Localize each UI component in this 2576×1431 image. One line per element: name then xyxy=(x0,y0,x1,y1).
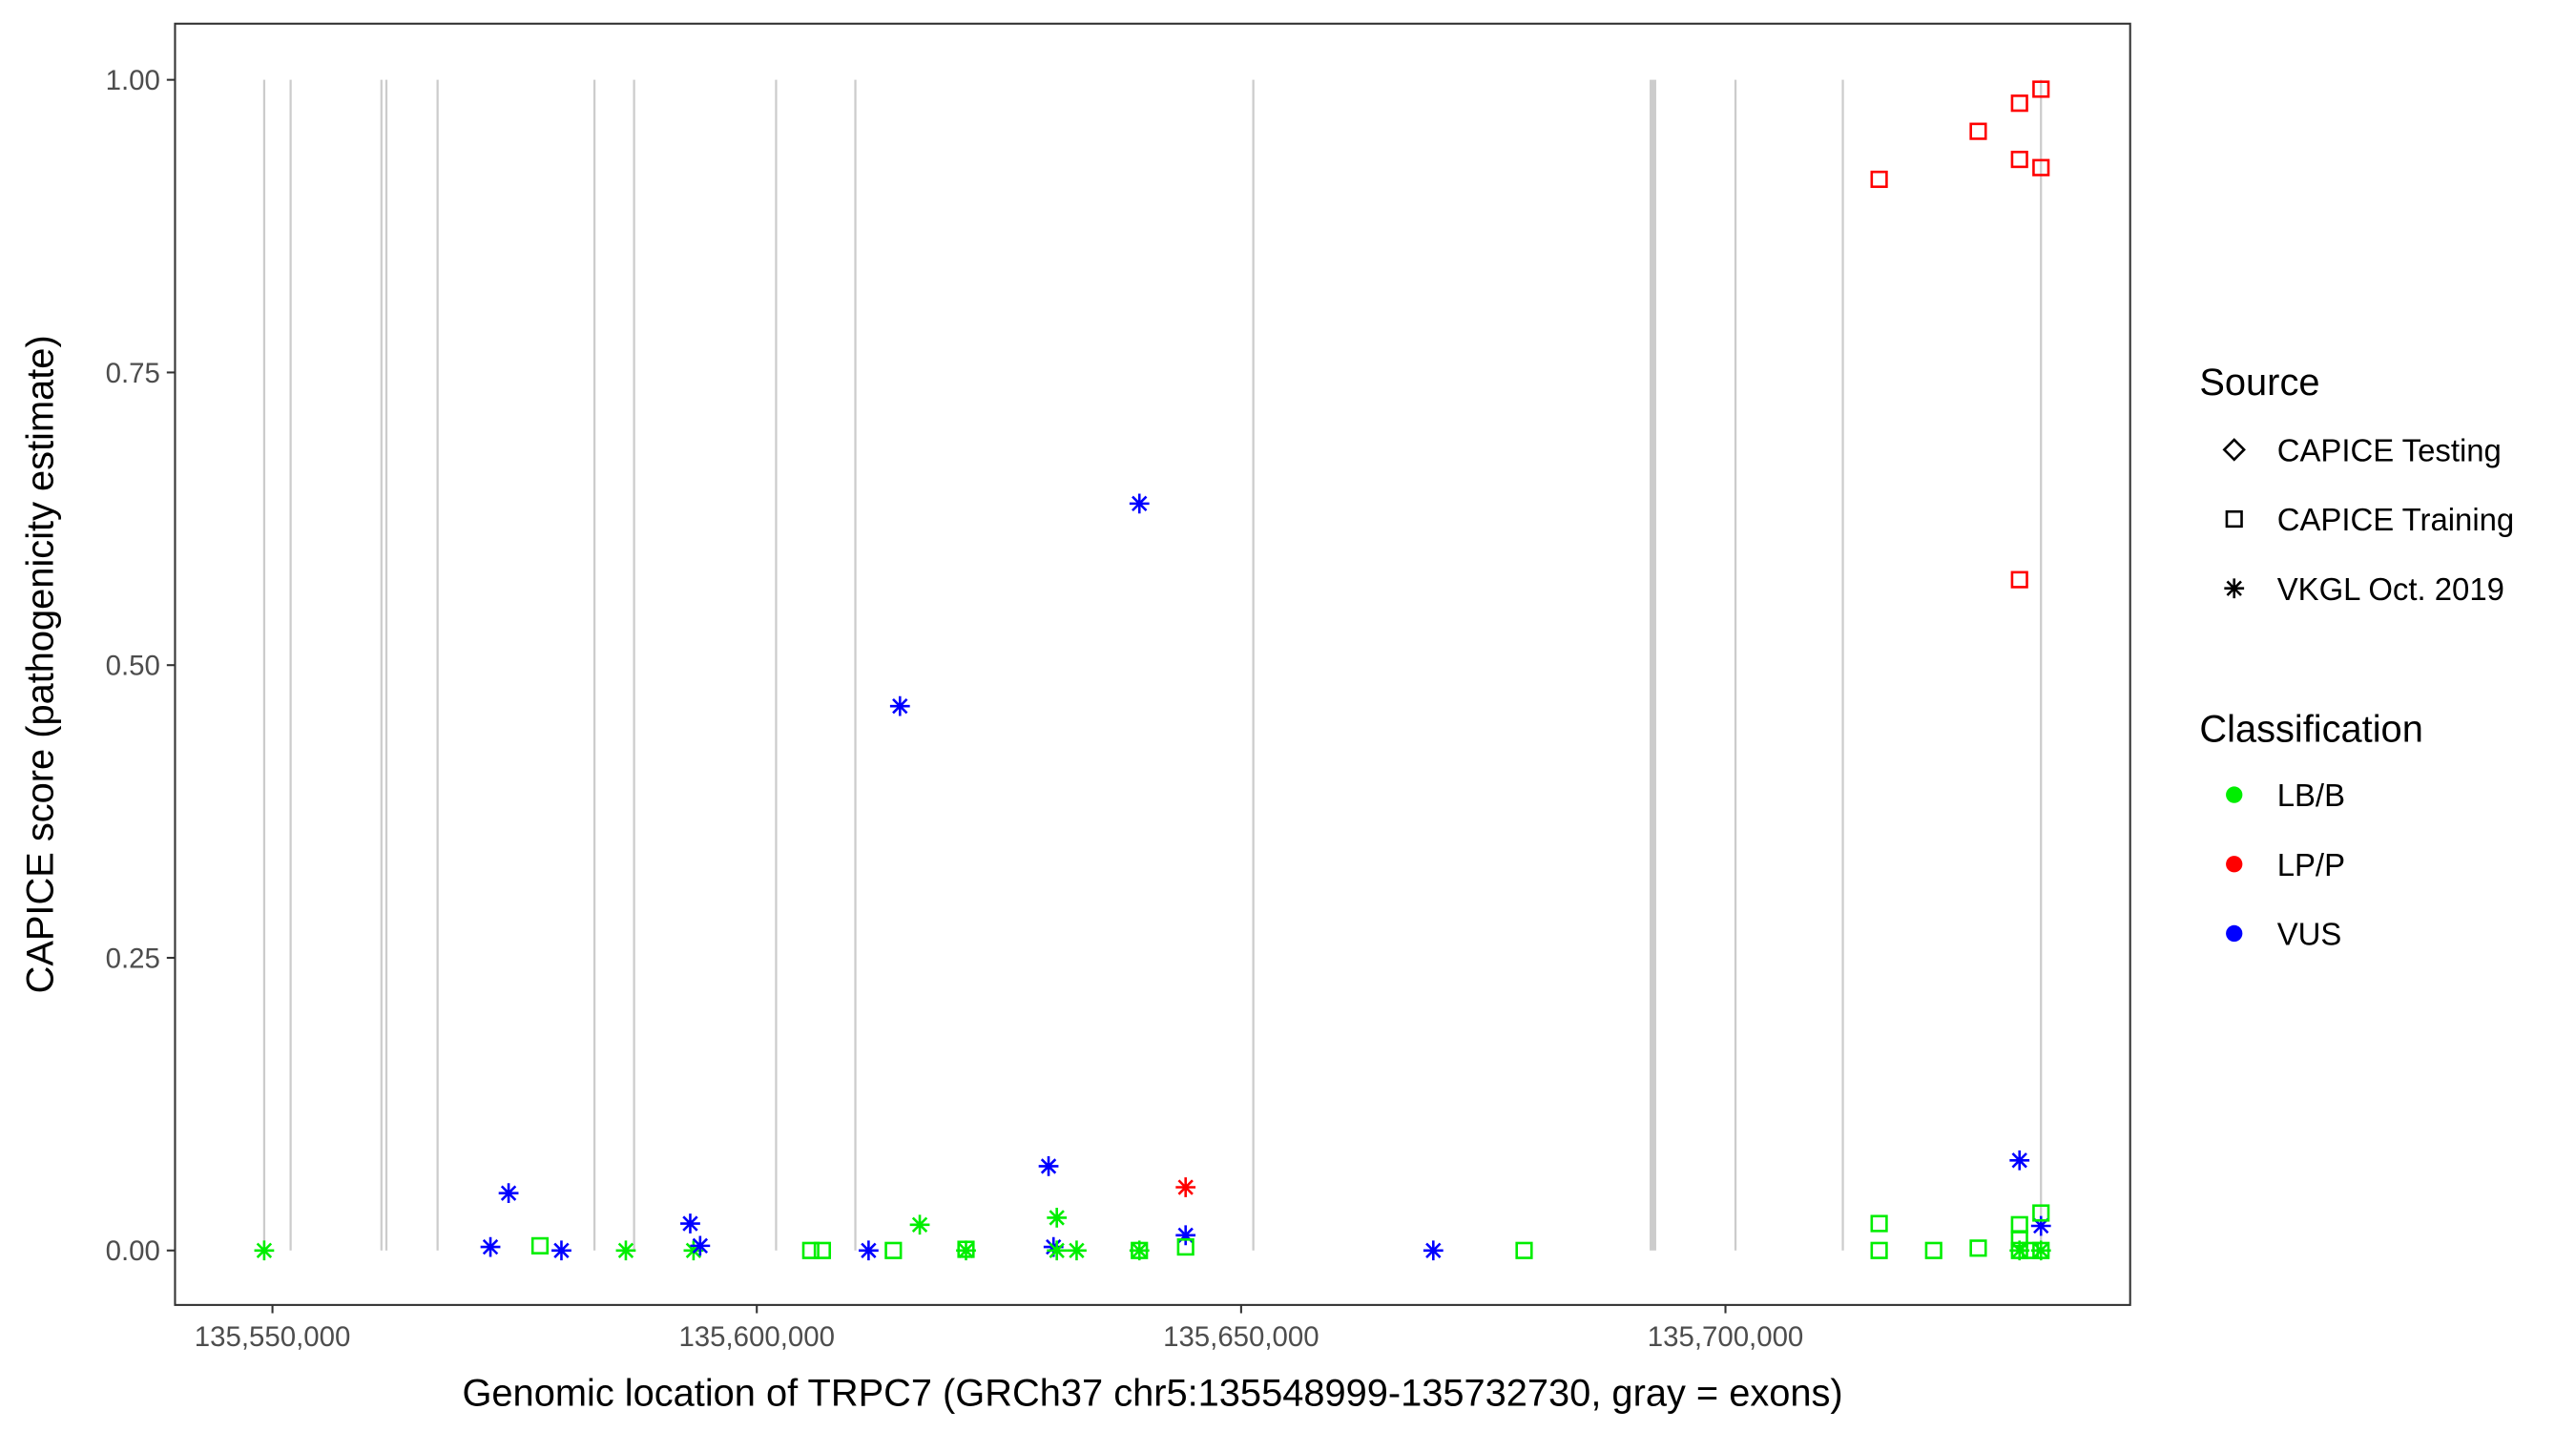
asterisk-point-lbb xyxy=(909,1214,930,1235)
y-tick-label: 0.50 xyxy=(106,651,160,682)
legend-source-label: CAPICE Training xyxy=(2277,502,2515,537)
square-point-lbb xyxy=(2010,1215,2028,1234)
asterisk-point-vus xyxy=(889,695,910,716)
x-tick-label: 135,650,000 xyxy=(1163,1321,1319,1353)
asterisk-point-lbb xyxy=(1047,1208,1068,1228)
asterisk-point-vus xyxy=(1175,1225,1196,1246)
asterisk-point-lbb xyxy=(1129,1240,1150,1261)
legend-class-label: LB/B xyxy=(2277,778,2345,813)
asterisk-point-vus xyxy=(498,1183,519,1204)
asterisk-point-lbb xyxy=(956,1240,976,1261)
square-point-lbb xyxy=(1515,1241,1533,1259)
square-point-lbb xyxy=(884,1241,903,1259)
legend: Source Classification CAPICE Testing CAPI… xyxy=(2199,362,2514,951)
legend-class-label: LP/P xyxy=(2277,847,2345,882)
square-point-lbb xyxy=(1870,1241,1888,1259)
legend-dot-icon xyxy=(2226,856,2243,873)
square-point-lpp xyxy=(2032,158,2050,176)
legend-diamond-icon xyxy=(2222,438,2246,462)
square-point-lbb xyxy=(2010,1241,2028,1259)
square-point-lbb xyxy=(813,1241,832,1259)
square-point-lbb xyxy=(2032,1241,2050,1259)
asterisk-point-vus xyxy=(480,1236,501,1257)
y-tick-label: 0.75 xyxy=(106,358,160,389)
square-point-lbb xyxy=(2032,1204,2050,1222)
square-point-lpp xyxy=(2010,570,2028,589)
data-points xyxy=(254,80,2051,1261)
legend-class-label: VUS xyxy=(2277,917,2342,952)
legend-dot-icon xyxy=(2226,786,2243,803)
square-point-lbb xyxy=(2021,1241,2040,1259)
asterisk-point-vus xyxy=(859,1240,879,1261)
asterisk-point-lpp xyxy=(1175,1177,1196,1197)
exon-lines xyxy=(262,79,2043,1251)
asterisk-point-vus xyxy=(1129,493,1150,514)
asterisk-point-lbb xyxy=(254,1240,275,1261)
legend-asterisk-icon xyxy=(2224,578,2245,599)
square-point-lbb xyxy=(1176,1238,1195,1256)
asterisk-point-vus xyxy=(551,1240,571,1261)
square-point-lbb xyxy=(1870,1214,1888,1233)
asterisk-point-lbb xyxy=(1067,1240,1087,1261)
x-tick-label: 135,550,000 xyxy=(195,1321,351,1353)
asterisk-point-vus xyxy=(2030,1215,2051,1236)
square-point-lbb xyxy=(957,1240,975,1258)
x-tick-label: 135,700,000 xyxy=(1648,1321,1804,1353)
square-point-lbb xyxy=(1924,1241,1942,1259)
legend-source-title: Source xyxy=(2199,362,2319,404)
asterisk-point-vus xyxy=(1038,1156,1059,1176)
y-axis: 0.00 0.25 0.50 0.75 1.00 xyxy=(106,65,176,1267)
square-point-lpp xyxy=(2010,94,2028,113)
y-tick-label: 0.25 xyxy=(106,943,160,974)
asterisk-point-lbb xyxy=(2009,1240,2030,1261)
square-point-lpp xyxy=(2010,151,2028,169)
legend-classification-title: Classification xyxy=(2199,709,2422,751)
asterisk-point-vus xyxy=(690,1235,711,1256)
square-point-lpp xyxy=(1969,122,1987,140)
legend-source-label: CAPICE Testing xyxy=(2277,432,2502,467)
asterisk-point-lbb xyxy=(1047,1240,1068,1261)
asterisk-point-lbb xyxy=(2030,1240,2051,1261)
asterisk-point-vus xyxy=(680,1213,700,1234)
asterisk-point-lbb xyxy=(683,1240,704,1261)
legend-square-icon xyxy=(2225,509,2243,529)
square-point-lbb xyxy=(530,1236,550,1255)
x-tick-label: 135,600,000 xyxy=(678,1321,835,1353)
square-point-lpp xyxy=(2032,80,2050,98)
x-axis-label: Genomic location of TRPC7 (GRCh37 chr5:1… xyxy=(462,1372,1842,1414)
asterisk-point-vus xyxy=(2009,1150,2030,1171)
asterisk-point-lbb xyxy=(615,1240,636,1261)
legend-source-label: VKGL Oct. 2019 xyxy=(2277,571,2504,607)
legend-dot-icon xyxy=(2226,924,2243,943)
y-tick-label: 1.00 xyxy=(106,65,160,96)
x-axis: 135,550,000 135,600,000 135,650,000 135,700… xyxy=(195,1304,1804,1353)
square-point-lbb xyxy=(1131,1241,1149,1259)
square-point-lpp xyxy=(1870,170,1888,189)
y-axis-label: CAPICE score (pathogenicity estimate) xyxy=(19,335,61,993)
plot-panel-border xyxy=(174,22,2131,1306)
y-tick-label: 0.00 xyxy=(106,1235,160,1267)
asterisk-point-vus xyxy=(1423,1240,1444,1261)
square-point-lbb xyxy=(1969,1239,1987,1257)
square-point-lbb xyxy=(801,1241,820,1259)
